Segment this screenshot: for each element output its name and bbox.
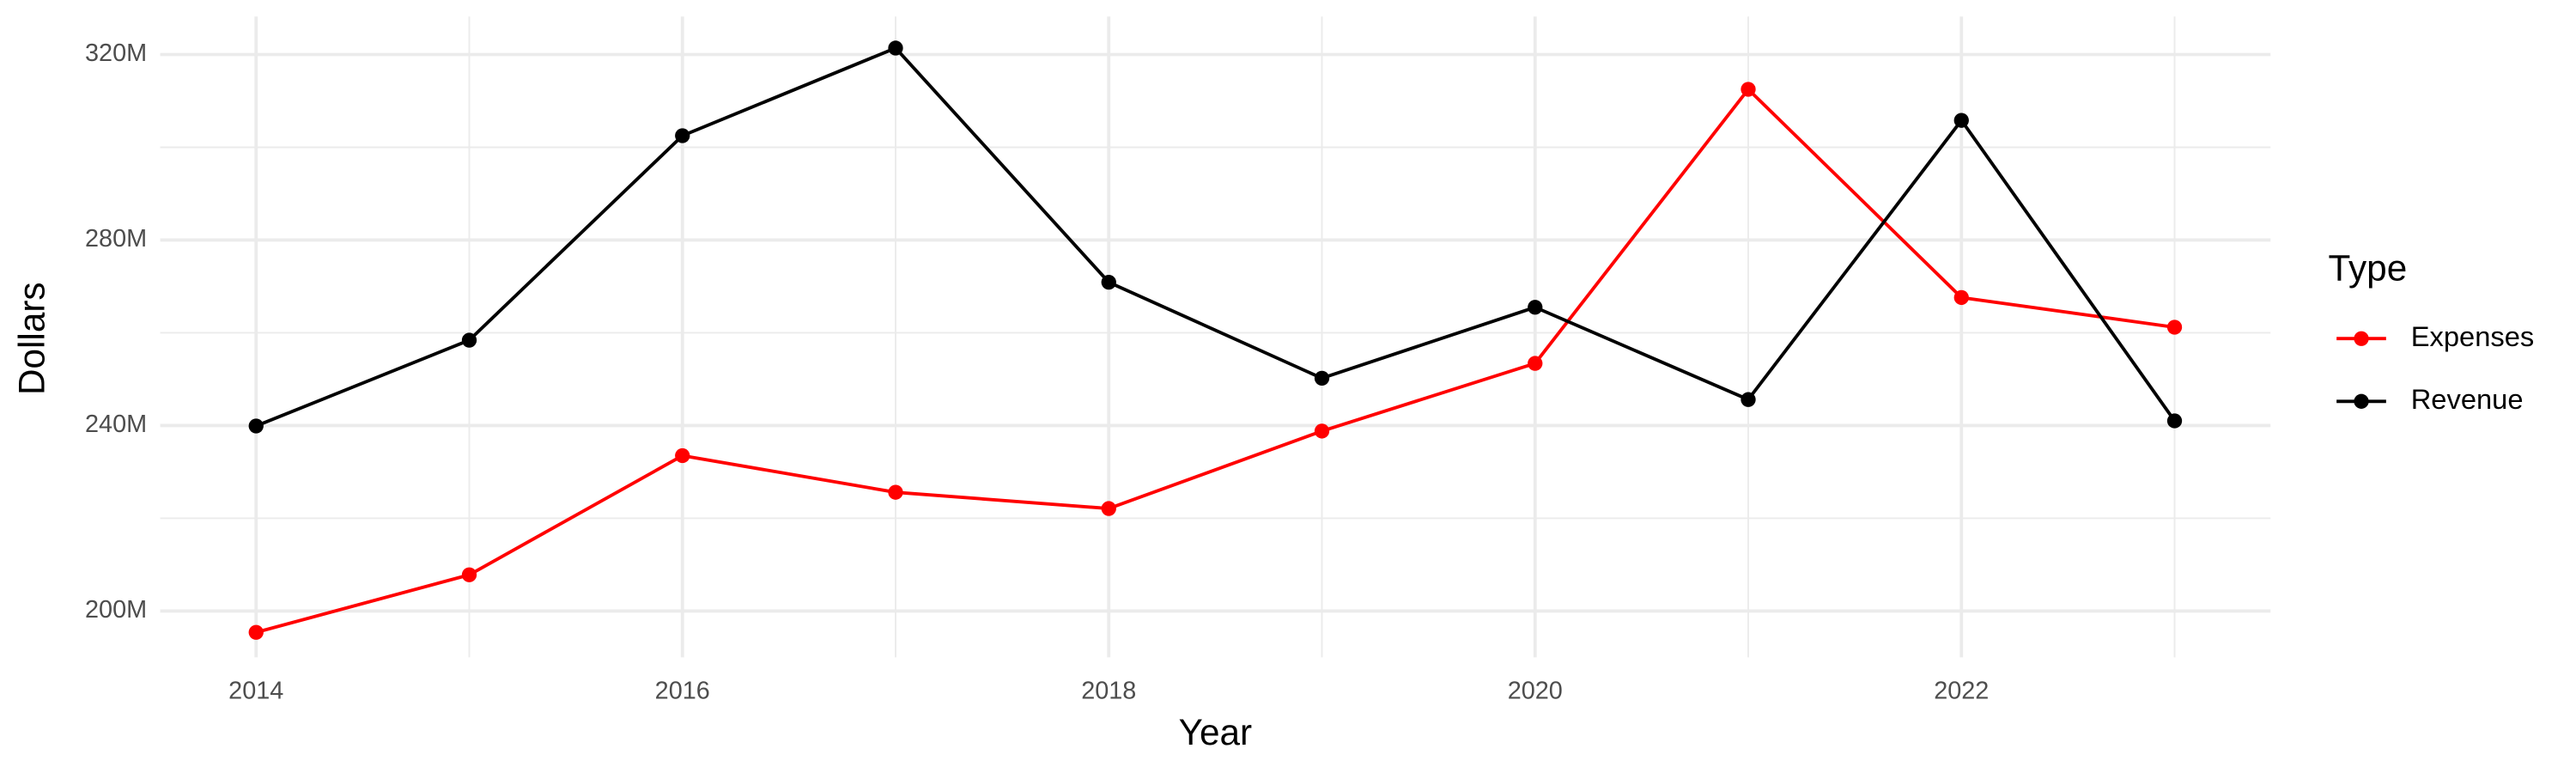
data-point: [1953, 289, 1969, 306]
legend-marker: [2354, 331, 2369, 346]
data-point: [461, 567, 477, 582]
data-point: [2166, 320, 2183, 335]
data-point: [1101, 501, 1116, 516]
x-tick-label: 2014: [228, 677, 283, 704]
data-point: [1953, 113, 1969, 128]
data-point: [2166, 413, 2183, 429]
y-axis-title: Dollars: [12, 282, 52, 395]
x-tick-label: 2020: [1508, 677, 1563, 704]
data-point: [248, 418, 264, 434]
data-point: [675, 128, 690, 143]
y-tick-label: 280M: [85, 225, 147, 253]
series-line: [255, 87, 2175, 635]
series-line: [255, 46, 2177, 428]
data-point: [1314, 423, 1330, 439]
data-point: [248, 624, 264, 640]
data-point: [888, 484, 903, 500]
data-point: [1741, 82, 1756, 97]
x-tick-label: 2016: [655, 677, 710, 704]
y-tick-label: 320M: [85, 40, 147, 67]
legend-title: Type: [2329, 248, 2408, 289]
x-tick-label: 2022: [1934, 677, 1989, 704]
y-tick-label: 240M: [85, 411, 147, 438]
plot-marks: [248, 40, 2183, 640]
data-point: [1741, 392, 1756, 407]
y-tick-label: 200M: [85, 596, 147, 624]
data-point: [1101, 274, 1116, 290]
data-point: [888, 40, 903, 56]
x-axis-title: Year: [1179, 712, 1252, 752]
data-point: [675, 447, 690, 464]
grid: 200M 240M 280M 320M 2014 2016 2018 2020 2022: [85, 16, 2271, 704]
x-tick-label: 2018: [1081, 677, 1136, 704]
data-point: [1528, 356, 1543, 371]
data-point: [1314, 370, 1330, 386]
legend-marker: [2354, 393, 2369, 409]
data-point: [1528, 300, 1543, 315]
legend-label: Expenses: [2411, 320, 2535, 352]
legend-label: Revenue: [2411, 383, 2524, 415]
data-point: [461, 332, 477, 348]
legend: Expenses Revenue: [2336, 320, 2534, 415]
